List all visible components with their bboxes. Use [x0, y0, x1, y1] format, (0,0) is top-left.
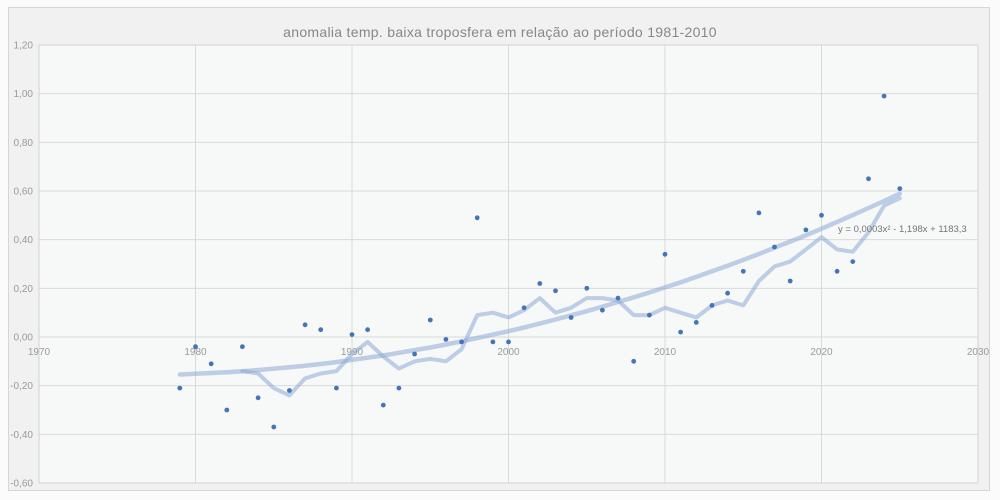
y-tick-label: 0,60	[14, 187, 34, 198]
data-point	[584, 285, 590, 291]
data-point	[506, 339, 511, 345]
data-point	[693, 320, 699, 325]
data-point	[709, 303, 715, 308]
y-tick-label: 1,20	[14, 41, 34, 52]
data-point	[443, 337, 449, 342]
data-point	[255, 395, 261, 401]
trend-equation-label: y = 0,0003x² - 1,198x + 1183,3	[838, 224, 967, 235]
data-point	[647, 312, 652, 318]
plot-area-border	[38, 44, 979, 484]
data-point	[787, 278, 793, 284]
moving-average-line	[240, 196, 902, 398]
data-point	[678, 329, 683, 335]
data-point	[662, 251, 668, 257]
data-point	[380, 402, 386, 408]
data-point	[193, 344, 198, 350]
x-tick-label: 2030	[967, 347, 990, 358]
x-tick-label: 1970	[28, 347, 51, 358]
data-point	[834, 268, 840, 274]
chart-title: anomalia temp. baixa troposfera em relaç…	[283, 24, 717, 40]
data-point	[474, 215, 480, 221]
data-point	[240, 344, 245, 350]
data-point	[459, 339, 464, 345]
data-point	[631, 358, 637, 364]
polynomial-trendline	[177, 191, 903, 377]
y-tick-label: -0,40	[10, 430, 33, 441]
data-point	[600, 307, 605, 313]
data-point	[568, 315, 574, 320]
data-point	[850, 259, 856, 264]
data-point	[772, 244, 777, 250]
data-point	[318, 327, 324, 333]
y-tick-label: -0,60	[10, 479, 33, 490]
data-point	[365, 327, 370, 333]
data-point	[537, 281, 543, 286]
data-point	[881, 93, 887, 99]
x-tick-label: 2020	[810, 347, 833, 358]
data-point	[427, 317, 433, 323]
y-tick-label: 0,40	[14, 235, 34, 246]
data-point	[897, 186, 903, 192]
data-point	[412, 351, 417, 357]
data-point	[756, 210, 762, 216]
data-point	[271, 424, 277, 430]
data-point	[302, 322, 308, 328]
x-tick-label: 2000	[497, 347, 520, 358]
data-point	[334, 385, 339, 391]
data-point	[287, 388, 292, 393]
y-tick-label: -0,20	[10, 381, 33, 392]
data-point	[396, 385, 402, 391]
y-tick-label: 0,80	[14, 138, 34, 149]
x-tick-label: 1980	[184, 347, 207, 358]
polynomial-trendline	[177, 191, 903, 377]
data-point	[349, 332, 355, 337]
data-point	[490, 339, 496, 345]
data-point	[725, 290, 730, 296]
data-point	[553, 288, 558, 294]
scatter-series	[177, 93, 903, 430]
y-axis-tick-labels: -0,60 -0,40 -0,20 0,00 0,20 0,40 0,60 0,80 1,00 1…	[10, 41, 33, 490]
data-point	[208, 361, 214, 367]
data-point	[615, 295, 621, 301]
data-point	[224, 407, 230, 413]
data-point	[740, 268, 746, 274]
y-tick-label: 0,20	[14, 284, 34, 295]
y-tick-label: 1,00	[14, 89, 34, 100]
x-tick-label: 2010	[654, 347, 677, 358]
moving-average-line	[240, 196, 902, 398]
y-tick-label: 0,00	[14, 333, 34, 344]
data-point	[177, 385, 183, 391]
data-point	[803, 227, 809, 233]
data-point	[521, 305, 527, 311]
data-point	[819, 212, 824, 218]
data-point	[866, 176, 871, 182]
